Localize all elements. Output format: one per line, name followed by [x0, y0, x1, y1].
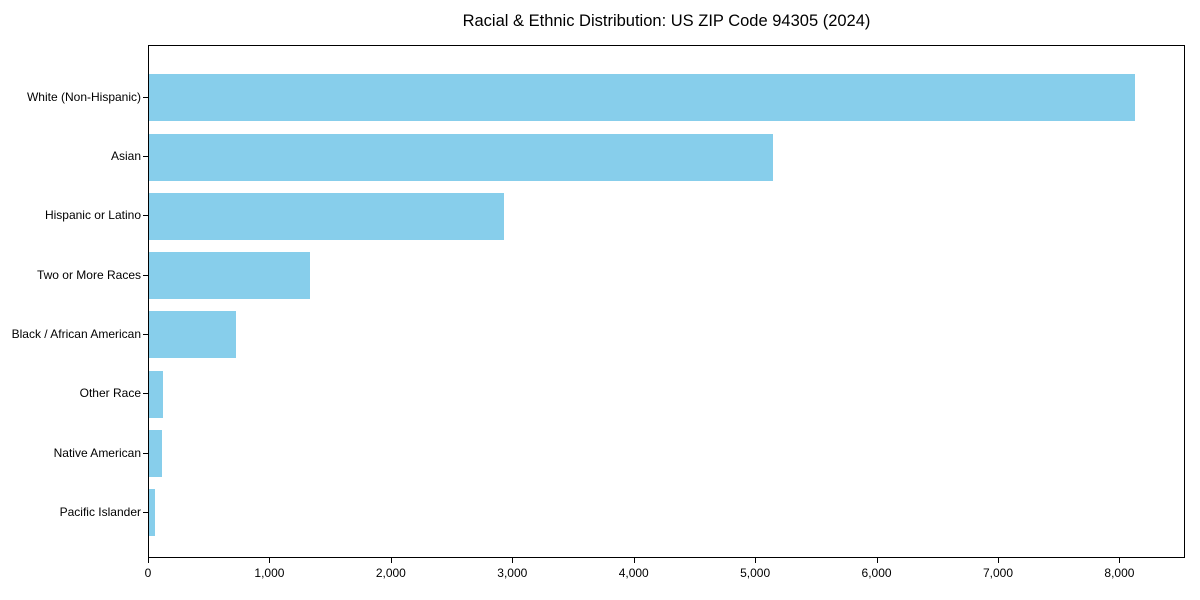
- bar-other-race: [149, 370, 163, 418]
- x-tick-label-3-000: 3,000: [497, 566, 528, 580]
- x-axis-tick: [633, 558, 635, 563]
- y-axis-tick: [143, 156, 148, 157]
- y-tick-label-native-american: Native American: [53, 445, 141, 460]
- x-axis-tick: [269, 558, 271, 563]
- y-tick-label-hispanic-or-latino: Hispanic or Latino: [44, 208, 141, 223]
- x-axis-tick: [512, 558, 514, 563]
- y-tick-label-other-race: Other Race: [79, 386, 141, 401]
- chart-title: Racial & Ethnic Distribution: US ZIP Cod…: [462, 12, 871, 30]
- x-axis-tick: [1119, 558, 1121, 563]
- x-tick-label-7-000: 7,000: [982, 566, 1014, 580]
- y-axis-tick: [143, 96, 148, 98]
- y-axis-tick: [143, 274, 148, 276]
- y-tick-label-pacific-islander: Pacific Islander: [59, 504, 141, 519]
- x-tick-label-1-000: 1,000: [254, 566, 285, 580]
- x-axis-tick: [390, 558, 392, 563]
- bar-asian: [149, 133, 774, 181]
- bar-two-or-more-races: [149, 252, 310, 300]
- x-tick-label-5-000: 5,000: [740, 566, 771, 580]
- y-tick-label-white-non-hispanic: White (Non-Hispanic): [26, 89, 141, 104]
- y-axis-tick: [143, 393, 148, 395]
- bar-white-non-hispanic: [149, 74, 1135, 122]
- y-axis-tick: [143, 333, 148, 335]
- x-tick-label-2-000: 2,000: [375, 566, 406, 580]
- y-tick-label-two-or-more-races: Two or More Races: [36, 267, 141, 282]
- x-tick-label-8-000: 8,000: [1104, 566, 1135, 580]
- bar-hispanic-or-latino: [149, 192, 505, 240]
- x-axis-tick: [876, 558, 878, 563]
- x-axis-tick: [755, 558, 757, 563]
- y-tick-label-black-african-american: Black / African American: [11, 326, 141, 341]
- y-axis-tick: [143, 215, 148, 217]
- y-axis-tick: [143, 452, 148, 454]
- y-tick-label-asian: Asian: [110, 149, 141, 163]
- y-axis-tick: [143, 511, 148, 513]
- x-tick-label-6-000: 6,000: [861, 566, 892, 580]
- bar-pacific-islander: [149, 489, 156, 537]
- x-axis-tick: [148, 558, 149, 563]
- x-axis-tick: [998, 558, 999, 563]
- x-tick-label-4-000: 4,000: [618, 566, 649, 580]
- plot-area: [148, 45, 1185, 558]
- bar-native-american: [149, 430, 163, 477]
- x-tick-label-0: 0: [144, 566, 152, 580]
- bar-black-african-american: [149, 311, 237, 359]
